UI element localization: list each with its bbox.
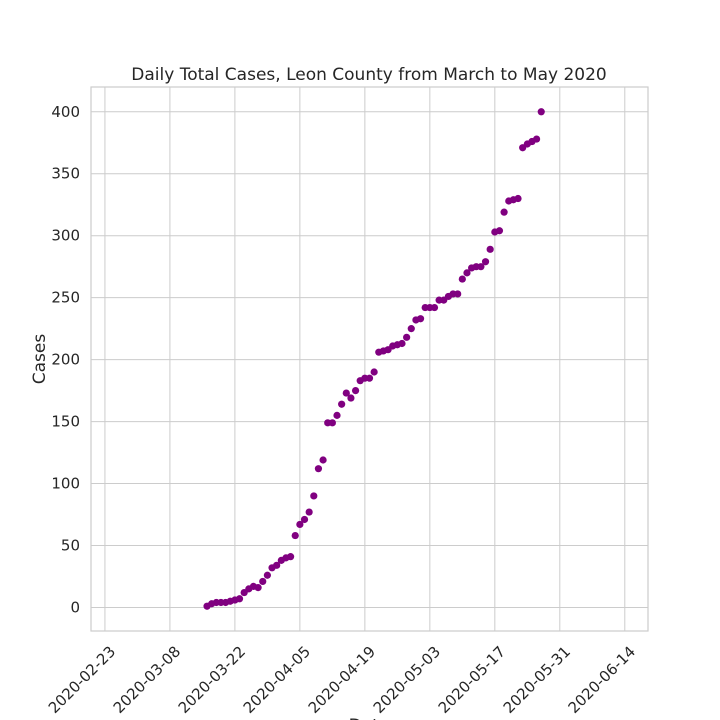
- y-tick-label: 250: [51, 289, 80, 307]
- data-point: [351, 386, 360, 395]
- data-point: [314, 465, 323, 473]
- data-point: [495, 227, 504, 235]
- x-tick-label: 2020-03-08: [110, 643, 184, 717]
- y-tick-label: 200: [51, 351, 80, 369]
- data-point: [365, 374, 374, 382]
- y-tick-label: 300: [51, 227, 80, 245]
- x-tick-label: 2020-03-22: [175, 643, 249, 717]
- data-point: [430, 303, 439, 312]
- x-axis-ticks: 2020-02-232020-03-082020-03-222020-04-05…: [45, 643, 639, 717]
- data-point: [463, 269, 471, 277]
- data-point: [328, 419, 336, 427]
- y-tick-label: 150: [51, 413, 80, 431]
- data-point: [537, 108, 545, 116]
- data-point: [533, 135, 541, 143]
- data-point: [310, 492, 318, 500]
- data-point: [296, 520, 304, 529]
- data-point: [398, 339, 406, 348]
- data-point: [291, 531, 299, 540]
- data-point: [235, 595, 244, 603]
- y-tick-label: 350: [51, 165, 80, 183]
- data-point: [514, 194, 522, 203]
- data-points: [203, 108, 545, 610]
- x-tick-label: 2020-05-31: [500, 643, 574, 717]
- x-axis-label: Date: [349, 716, 390, 720]
- grid-lines: [91, 87, 648, 631]
- data-point: [370, 368, 378, 376]
- data-point: [286, 553, 295, 561]
- y-tick-label: 0: [70, 598, 80, 616]
- x-tick-label: 2020-05-03: [370, 643, 444, 717]
- chart-title: Daily Total Cases, Leon County from Marc…: [131, 65, 606, 85]
- x-tick-label: 2020-06-14: [565, 643, 639, 717]
- x-tick-label: 2020-04-19: [305, 643, 379, 717]
- y-axis-ticks: 0 50 100 150 200 250 300 350 400: [51, 103, 80, 617]
- data-point: [481, 258, 490, 266]
- data-point: [403, 333, 411, 341]
- data-point: [319, 456, 327, 464]
- data-point: [333, 411, 341, 419]
- data-point: [347, 394, 355, 402]
- data-point: [407, 325, 415, 333]
- data-point: [300, 515, 309, 524]
- data-point: [263, 571, 271, 579]
- y-tick-label: 50: [61, 536, 80, 554]
- plot-frame: [90, 86, 649, 632]
- x-tick-label: 2020-04-05: [240, 643, 314, 717]
- y-axis-label: Cases: [30, 334, 50, 385]
- data-point: [458, 275, 466, 283]
- x-tick-label: 2020-02-23: [45, 643, 119, 717]
- data-point: [259, 577, 267, 586]
- data-point: [477, 263, 485, 271]
- x-tick-label: 2020-05-17: [435, 643, 509, 717]
- data-point: [500, 208, 508, 216]
- data-point: [338, 400, 346, 408]
- y-tick-label: 400: [51, 103, 80, 121]
- data-point: [254, 584, 262, 592]
- data-point: [273, 561, 281, 569]
- data-point: [416, 315, 425, 323]
- data-point: [305, 508, 313, 516]
- y-tick-label: 100: [51, 475, 80, 493]
- data-point: [342, 389, 350, 397]
- data-point: [454, 290, 462, 298]
- data-point: [486, 245, 494, 253]
